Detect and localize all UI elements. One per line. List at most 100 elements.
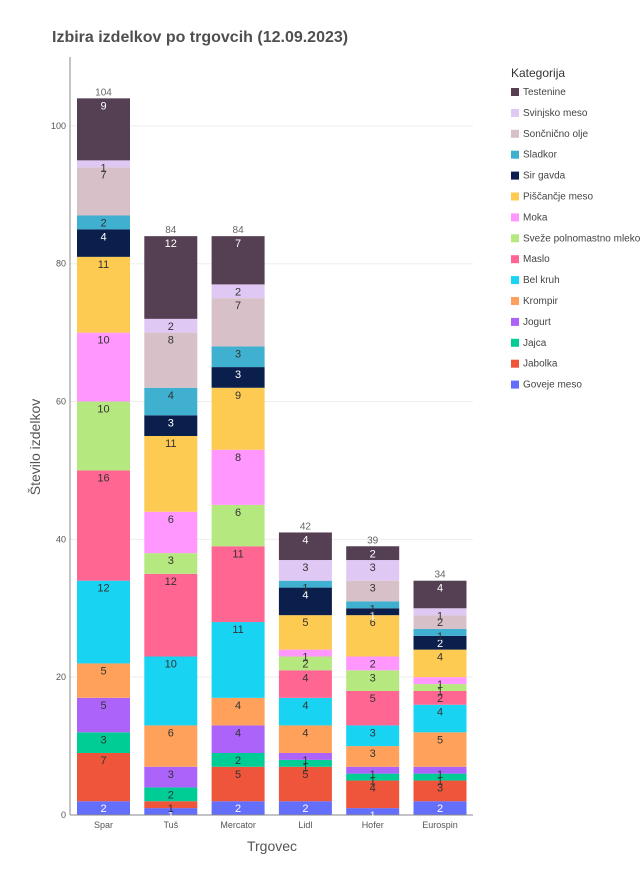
bar-segment <box>77 401 130 471</box>
legend-swatch <box>511 380 519 389</box>
segment-value-label: 1 <box>302 652 308 664</box>
bar-segment <box>211 298 265 347</box>
legend-swatch <box>511 297 519 305</box>
legend-swatch <box>511 108 519 117</box>
segment-value-label: 2 <box>168 321 174 333</box>
segment-value-label: 10 <box>97 335 109 347</box>
bar-segment <box>144 573 198 657</box>
segment-value-label: 7 <box>235 300 241 312</box>
bar-segment <box>211 697 265 726</box>
segment-value-label: 11 <box>232 624 243 636</box>
segment-value-label: 1 <box>437 686 443 698</box>
bar-segment <box>211 346 265 368</box>
segment-value-label: 5 <box>100 700 106 712</box>
bar-segment <box>144 415 198 436</box>
legend-swatch <box>511 234 519 243</box>
segment-value-label: 1 <box>302 583 308 595</box>
segment-value-label: 1 <box>370 810 376 822</box>
segment-value-label: 1 <box>370 610 376 622</box>
segment-value-label: 1 <box>370 603 376 615</box>
segment-value-label: 2 <box>235 286 241 298</box>
bar-segment <box>77 229 130 257</box>
segment-value-label: 16 <box>97 472 109 484</box>
legend-title: Kategorija <box>511 66 565 80</box>
bar-segment <box>346 808 400 815</box>
bar-segment <box>211 449 265 505</box>
legend-item-label: Jabolka <box>523 359 558 370</box>
bar-segment <box>77 663 130 698</box>
segment-value-label: 7 <box>100 169 106 181</box>
bar-segment <box>77 167 130 216</box>
bar-segment <box>346 615 400 657</box>
segment-value-label: 11 <box>165 438 176 450</box>
segment-value-label: 2 <box>100 803 106 815</box>
gridlines <box>70 125 473 678</box>
bar-segment <box>211 546 265 623</box>
segment-value-label: 4 <box>168 390 174 402</box>
bar-segment <box>77 215 130 230</box>
bar-segment <box>144 725 198 767</box>
segment-value-label: 1 <box>168 810 174 822</box>
bar-segment <box>413 704 467 733</box>
segment-value-label: 2 <box>235 755 241 767</box>
bar-segment <box>346 670 400 691</box>
segment-value-label: 12 <box>165 238 177 250</box>
bar-segment <box>77 697 130 733</box>
bar-segment <box>77 801 130 815</box>
y-axis-title: Število izdelkov <box>27 399 43 496</box>
bar-segment <box>346 608 400 616</box>
bar-segment <box>413 801 467 815</box>
y-tick-label: 60 <box>56 397 66 407</box>
bar-segment <box>77 470 130 581</box>
segment-value-label: 1 <box>100 162 106 174</box>
bar-segment <box>144 808 198 815</box>
segment-value-label: 3 <box>235 369 241 381</box>
segment-value-label: 5 <box>302 769 308 781</box>
bar-segment <box>413 615 467 629</box>
bar-segment <box>211 752 265 767</box>
bar-segment <box>413 773 467 781</box>
segment-value-label: 4 <box>302 727 308 739</box>
segment-value-label: 11 <box>98 259 109 271</box>
bar-segment <box>278 752 332 760</box>
segment-value-label: 1 <box>302 762 308 774</box>
segment-value-label: 4 <box>437 652 443 664</box>
segment-value-label: 6 <box>235 507 241 519</box>
legend: Kategorija Testenine Svinjsko meso Sončnič… <box>511 66 640 391</box>
segment-value-label: 3 <box>370 748 376 760</box>
bar-segment <box>144 656 198 726</box>
bar-segment <box>346 580 400 602</box>
segment-value-label: 4 <box>437 707 443 719</box>
bar-segment <box>211 284 265 299</box>
legend-item-label: Sladkor <box>523 150 558 161</box>
legend-item-label: Sveže polnomastno mleko <box>523 233 640 244</box>
legend-swatch <box>511 317 519 326</box>
bar-segment <box>144 553 198 574</box>
segment-value-label: 2 <box>302 659 308 671</box>
legend-swatch <box>511 150 519 159</box>
bar-segment <box>144 318 198 333</box>
bar-segment <box>211 367 265 388</box>
segment-value-label: 8 <box>235 452 241 464</box>
bar-segment <box>77 332 130 402</box>
bar-segment <box>278 615 332 650</box>
segment-value-label: 2 <box>168 789 174 801</box>
legend-swatch <box>511 359 519 368</box>
segment-value-label: 3 <box>168 417 174 429</box>
y-tick-label: 80 <box>56 259 66 269</box>
bar-segment <box>77 256 130 333</box>
segment-value-label: 3 <box>370 727 376 739</box>
segment-value-label: 3 <box>168 555 174 567</box>
legend-swatch <box>511 171 519 180</box>
segment-value-label: 1 <box>437 769 443 781</box>
bar-segment <box>278 532 332 561</box>
bar-segment <box>211 622 265 698</box>
segment-value-label: 3 <box>302 562 308 574</box>
bar-segment <box>278 670 332 698</box>
segment-value-label: 7 <box>100 755 106 767</box>
segment-value-label: 2 <box>100 217 106 229</box>
segment-value-label: 4 <box>302 672 308 684</box>
legend-item-label: Svinjsko meso <box>523 108 588 119</box>
segment-value-label: 6 <box>168 514 174 526</box>
